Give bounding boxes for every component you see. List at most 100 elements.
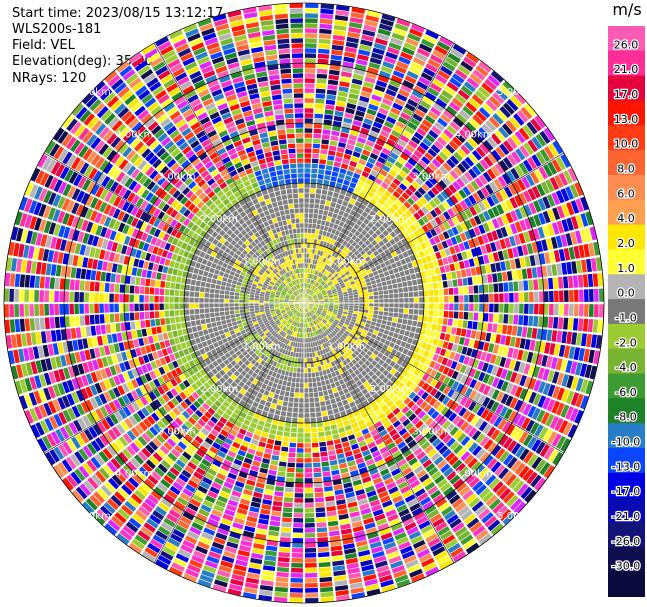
gate-cell xyxy=(327,227,333,233)
gate-cell xyxy=(329,298,334,301)
gate-cell xyxy=(334,230,340,236)
gate-cell xyxy=(305,288,307,293)
gate-cell xyxy=(420,72,433,82)
gate-cell xyxy=(304,293,306,298)
gate-cell xyxy=(367,313,373,318)
gate-cell xyxy=(388,134,399,143)
gate-cell xyxy=(429,397,437,407)
gate-cell xyxy=(456,327,462,336)
gate-cell xyxy=(465,101,477,113)
gate-cell xyxy=(308,289,312,295)
gate-cell xyxy=(348,292,354,296)
gate-cell xyxy=(533,379,542,392)
gate-cell xyxy=(306,288,309,294)
gate-cell xyxy=(451,271,457,279)
gate-cell xyxy=(383,56,397,65)
gate-cell xyxy=(485,184,494,195)
gate-cell xyxy=(391,74,403,84)
gate-cell xyxy=(324,425,331,431)
gate-cell xyxy=(555,402,565,416)
gate-cell xyxy=(521,244,529,256)
gate-cell xyxy=(436,324,442,332)
gate-cell xyxy=(445,57,459,68)
gate-cell xyxy=(494,464,506,476)
gate-cell xyxy=(268,530,279,537)
gate-cell xyxy=(483,313,489,322)
gate-cell xyxy=(594,304,599,318)
gate-cell xyxy=(311,233,315,239)
gate-cell xyxy=(329,318,334,322)
gate-cell xyxy=(595,335,602,349)
gate-cell xyxy=(393,255,400,262)
gate-cell xyxy=(314,303,319,305)
gate-cell xyxy=(348,134,358,141)
gate-cell xyxy=(324,170,332,176)
gate-cell xyxy=(556,387,565,401)
gate-cell xyxy=(479,451,490,463)
gate-cell xyxy=(429,360,436,369)
gate-cell xyxy=(472,150,482,161)
gate-cell xyxy=(511,151,522,164)
gate-cell xyxy=(475,433,486,444)
gate-cell xyxy=(431,275,437,283)
gate-cell xyxy=(405,188,413,197)
gate-cell xyxy=(340,523,351,530)
gate-cell xyxy=(441,273,447,281)
gate-cell xyxy=(373,260,380,267)
gate-cell xyxy=(408,206,417,215)
gate-cell xyxy=(410,404,419,412)
gate-cell xyxy=(304,63,316,68)
gate-cell xyxy=(310,274,314,279)
gate-cell xyxy=(413,309,419,315)
gate-cell xyxy=(407,33,421,42)
gate-cell xyxy=(344,280,350,285)
gate-cell xyxy=(304,303,308,307)
gate-cell xyxy=(330,59,342,66)
gate-cell xyxy=(297,438,304,443)
gate-cell xyxy=(377,28,391,37)
gate-cell xyxy=(275,373,281,379)
gate-cell xyxy=(554,418,564,432)
gate-cell xyxy=(358,335,365,341)
gate-cell xyxy=(343,309,349,313)
gate-cell xyxy=(490,70,504,83)
gate-cell xyxy=(375,336,382,342)
gate-cell xyxy=(392,102,403,111)
gate-cell xyxy=(491,377,500,388)
gate-cell xyxy=(449,101,461,112)
gate-cell xyxy=(414,433,424,443)
gate-cell xyxy=(378,134,388,142)
gate-cell xyxy=(323,294,328,297)
gate-cell xyxy=(317,58,329,64)
gate-cell xyxy=(528,315,534,327)
gate-cell xyxy=(339,238,345,244)
gate-cell xyxy=(354,333,360,338)
gate-cell xyxy=(549,290,554,302)
gate-cell xyxy=(504,358,512,369)
gate-cell xyxy=(362,122,372,130)
gate-cell xyxy=(471,134,482,145)
gate-cell xyxy=(373,250,379,257)
gate-cell xyxy=(306,353,310,358)
gate-cell xyxy=(310,178,317,184)
gate-cell xyxy=(358,158,367,166)
gate-cell xyxy=(552,386,561,399)
gate-cell xyxy=(510,498,523,511)
gate-cell xyxy=(485,99,498,112)
gate-cell xyxy=(362,199,369,207)
gate-cell xyxy=(386,280,392,285)
gate-cell xyxy=(379,299,384,303)
gate-cell xyxy=(405,422,414,431)
gate-cell xyxy=(427,283,433,290)
gate-cell xyxy=(339,379,345,385)
gate-cell xyxy=(515,445,526,458)
gate-cell xyxy=(481,362,489,372)
gate-cell xyxy=(475,110,487,122)
gate-cell xyxy=(358,256,365,262)
gate-cell xyxy=(321,289,326,293)
gate-cell xyxy=(414,407,423,416)
gate-cell xyxy=(304,393,309,398)
gate-cell xyxy=(366,281,372,286)
gate-cell xyxy=(513,360,521,372)
gate-cell xyxy=(425,63,438,73)
